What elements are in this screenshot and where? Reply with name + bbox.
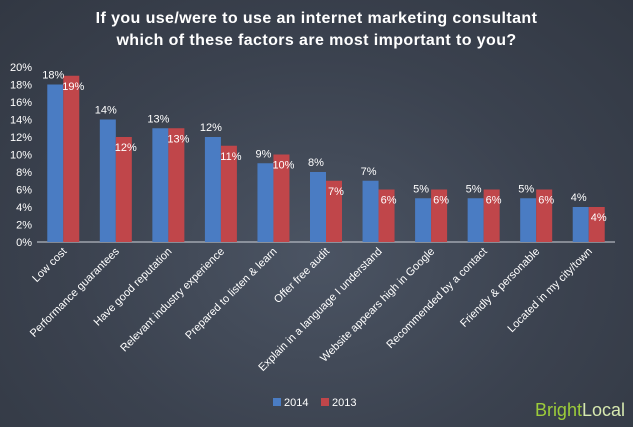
data-label-2014-1: 18% — [42, 70, 64, 82]
category-label-9: Recommended by a contact — [384, 246, 489, 351]
data-label-2014-9: 5% — [466, 183, 482, 195]
y-tick-label: 4% — [16, 202, 32, 214]
y-axis: 0% 2% 4% 6% 8% 10% 12% 14% 16% 18% 20% — [10, 62, 32, 249]
category-label-1: Low cost — [30, 246, 69, 285]
legend-label-2014: 2014 — [284, 397, 308, 409]
bar-2014-4 — [204, 137, 221, 242]
bar-2014-5 — [257, 163, 274, 242]
data-label-2013-2: 12% — [115, 142, 137, 154]
y-tick-label: 8% — [16, 167, 32, 179]
data-label-2013-4: 11% — [220, 151, 241, 163]
bar-2014-6 — [310, 172, 326, 242]
bar-2013-1 — [63, 75, 80, 242]
data-label-2014-5: 9% — [256, 148, 272, 160]
bar-2013-3 — [168, 128, 185, 242]
bar-2013-4 — [220, 145, 237, 242]
bar-2013-2 — [115, 137, 132, 242]
legend-swatch-2013 — [321, 398, 329, 406]
category-label-2: Performance guarantees — [28, 245, 122, 339]
data-label-2013-1: 19% — [62, 81, 84, 93]
category-label-11: Located in my city/town — [506, 246, 595, 335]
y-tick-label: 12% — [10, 132, 32, 144]
y-tick-label: 0% — [16, 237, 32, 249]
bar-2014-8 — [415, 198, 432, 242]
category-label-4: Relevant industry experience — [118, 246, 227, 355]
chart-title-line-2: which of these factors are most importan… — [116, 32, 517, 49]
y-tick-label: 10% — [10, 150, 32, 162]
bar-2014-3 — [152, 128, 169, 242]
logo-part-local: Local — [581, 400, 625, 420]
y-tick-label: 20% — [10, 62, 32, 74]
bar-2013-6 — [326, 180, 342, 242]
data-label-2013-6: 7% — [328, 186, 344, 198]
data-label-2013-9: 6% — [486, 195, 502, 207]
bar-2013-9 — [483, 189, 500, 242]
y-tick-label: 16% — [10, 97, 32, 109]
data-label-2014-2: 14% — [95, 105, 117, 117]
data-label-2014-6: 8% — [308, 157, 324, 169]
data-label-2013-3: 13% — [167, 133, 189, 145]
data-label-2014-7: 7% — [361, 166, 377, 178]
data-label-2014-3: 13% — [147, 113, 169, 125]
data-labels-group: 18%19% 14% 12% 13% 13% 12% 11% 9%10% 8% 7% 7% 6% 5% 6… — [42, 70, 607, 225]
category-label-6: Offer free audit — [272, 246, 332, 306]
data-label-2014-11: 4% — [571, 192, 587, 204]
bar-2013-10 — [536, 189, 553, 242]
data-label-2013-5: 10% — [272, 160, 294, 172]
bar-2013-11 — [588, 207, 605, 242]
legend-swatch-2014 — [273, 398, 281, 406]
data-label-2013-11: 4% — [591, 212, 607, 224]
data-label-2013-7: 6% — [381, 195, 397, 207]
bar-2014-1 — [47, 84, 64, 242]
bar-2014-9 — [467, 198, 484, 242]
legend-label-2013: 2013 — [332, 397, 356, 409]
logo-part-bright: Bright — [534, 400, 582, 420]
data-label-2014-4: 12% — [200, 122, 222, 134]
brightlocal-logo: BrightLocal — [535, 400, 625, 421]
y-tick-label: 6% — [16, 185, 32, 197]
category-label-8: Website appears high in Google — [318, 246, 437, 365]
legend: 2014 2013 — [273, 397, 356, 409]
bar-2014-2 — [99, 119, 116, 242]
bar-2013-8 — [431, 189, 448, 242]
bar-2014-11 — [572, 207, 589, 242]
category-label-5: Prepared to listen & learn — [183, 246, 279, 342]
data-label-2014-8: 5% — [413, 183, 429, 195]
y-tick-label: 18% — [10, 80, 32, 92]
chart-title: If you use/were to use an internet marke… — [0, 8, 633, 52]
chart-title-line-1: If you use/were to use an internet marke… — [95, 10, 538, 27]
y-tick-label: 14% — [10, 115, 32, 127]
bar-2013-7 — [378, 189, 395, 242]
bar-2014-10 — [520, 198, 537, 242]
y-tick-label: 2% — [16, 220, 32, 232]
bars-group — [47, 75, 605, 242]
data-label-2013-10: 6% — [538, 195, 554, 207]
bar-2013-5 — [273, 154, 290, 242]
data-label-2013-8: 6% — [433, 195, 449, 207]
bar-2014-7 — [362, 180, 379, 242]
data-label-2014-10: 5% — [518, 183, 534, 195]
